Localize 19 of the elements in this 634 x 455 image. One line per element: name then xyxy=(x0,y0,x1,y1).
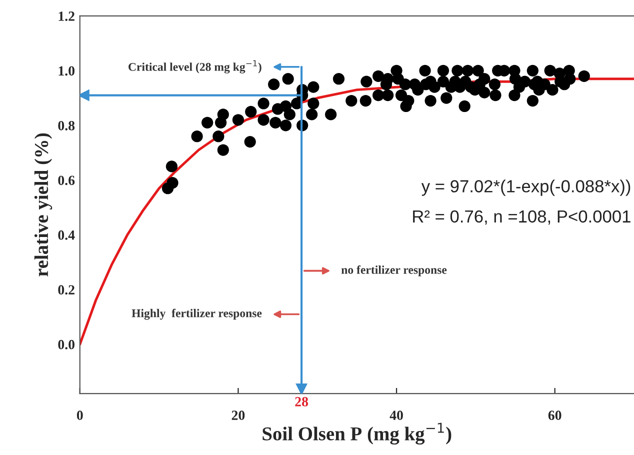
y-tick-label: 0.0 xyxy=(58,340,74,350)
annotation: R² = 0.76, n =108, P<0.0001 xyxy=(413,210,630,225)
x-axis-title: Soil Olsen P (mg kg$^{−1}$) xyxy=(262,422,452,444)
x-tick-label: 60 xyxy=(548,410,562,420)
annotation: Critical level (28 mg kg$^{−1}$) xyxy=(128,60,262,74)
y-tick-label: 1.2 xyxy=(58,12,74,21)
annotation: Highly fertilizer response xyxy=(132,308,262,320)
annotation: y = 97.02*(1-exp(-0.088*x)) xyxy=(421,180,630,196)
annotation: no fertilizer response xyxy=(341,265,447,276)
y-tick-label: 1.0 xyxy=(58,66,74,76)
y-tick-label: 0.4 xyxy=(58,230,75,240)
x-tick-label: 20 xyxy=(232,410,245,420)
ref-line-label: 28 xyxy=(295,397,308,406)
x-tick-label: 40 xyxy=(390,410,403,420)
y-tick-label: 0.2 xyxy=(58,285,74,295)
y-axis-title: relative yield (%) xyxy=(34,133,52,276)
y-tick-label: 0.8 xyxy=(58,120,75,130)
y-tick-label: 0.6 xyxy=(58,176,75,186)
x-tick-label: 0 xyxy=(76,410,83,420)
